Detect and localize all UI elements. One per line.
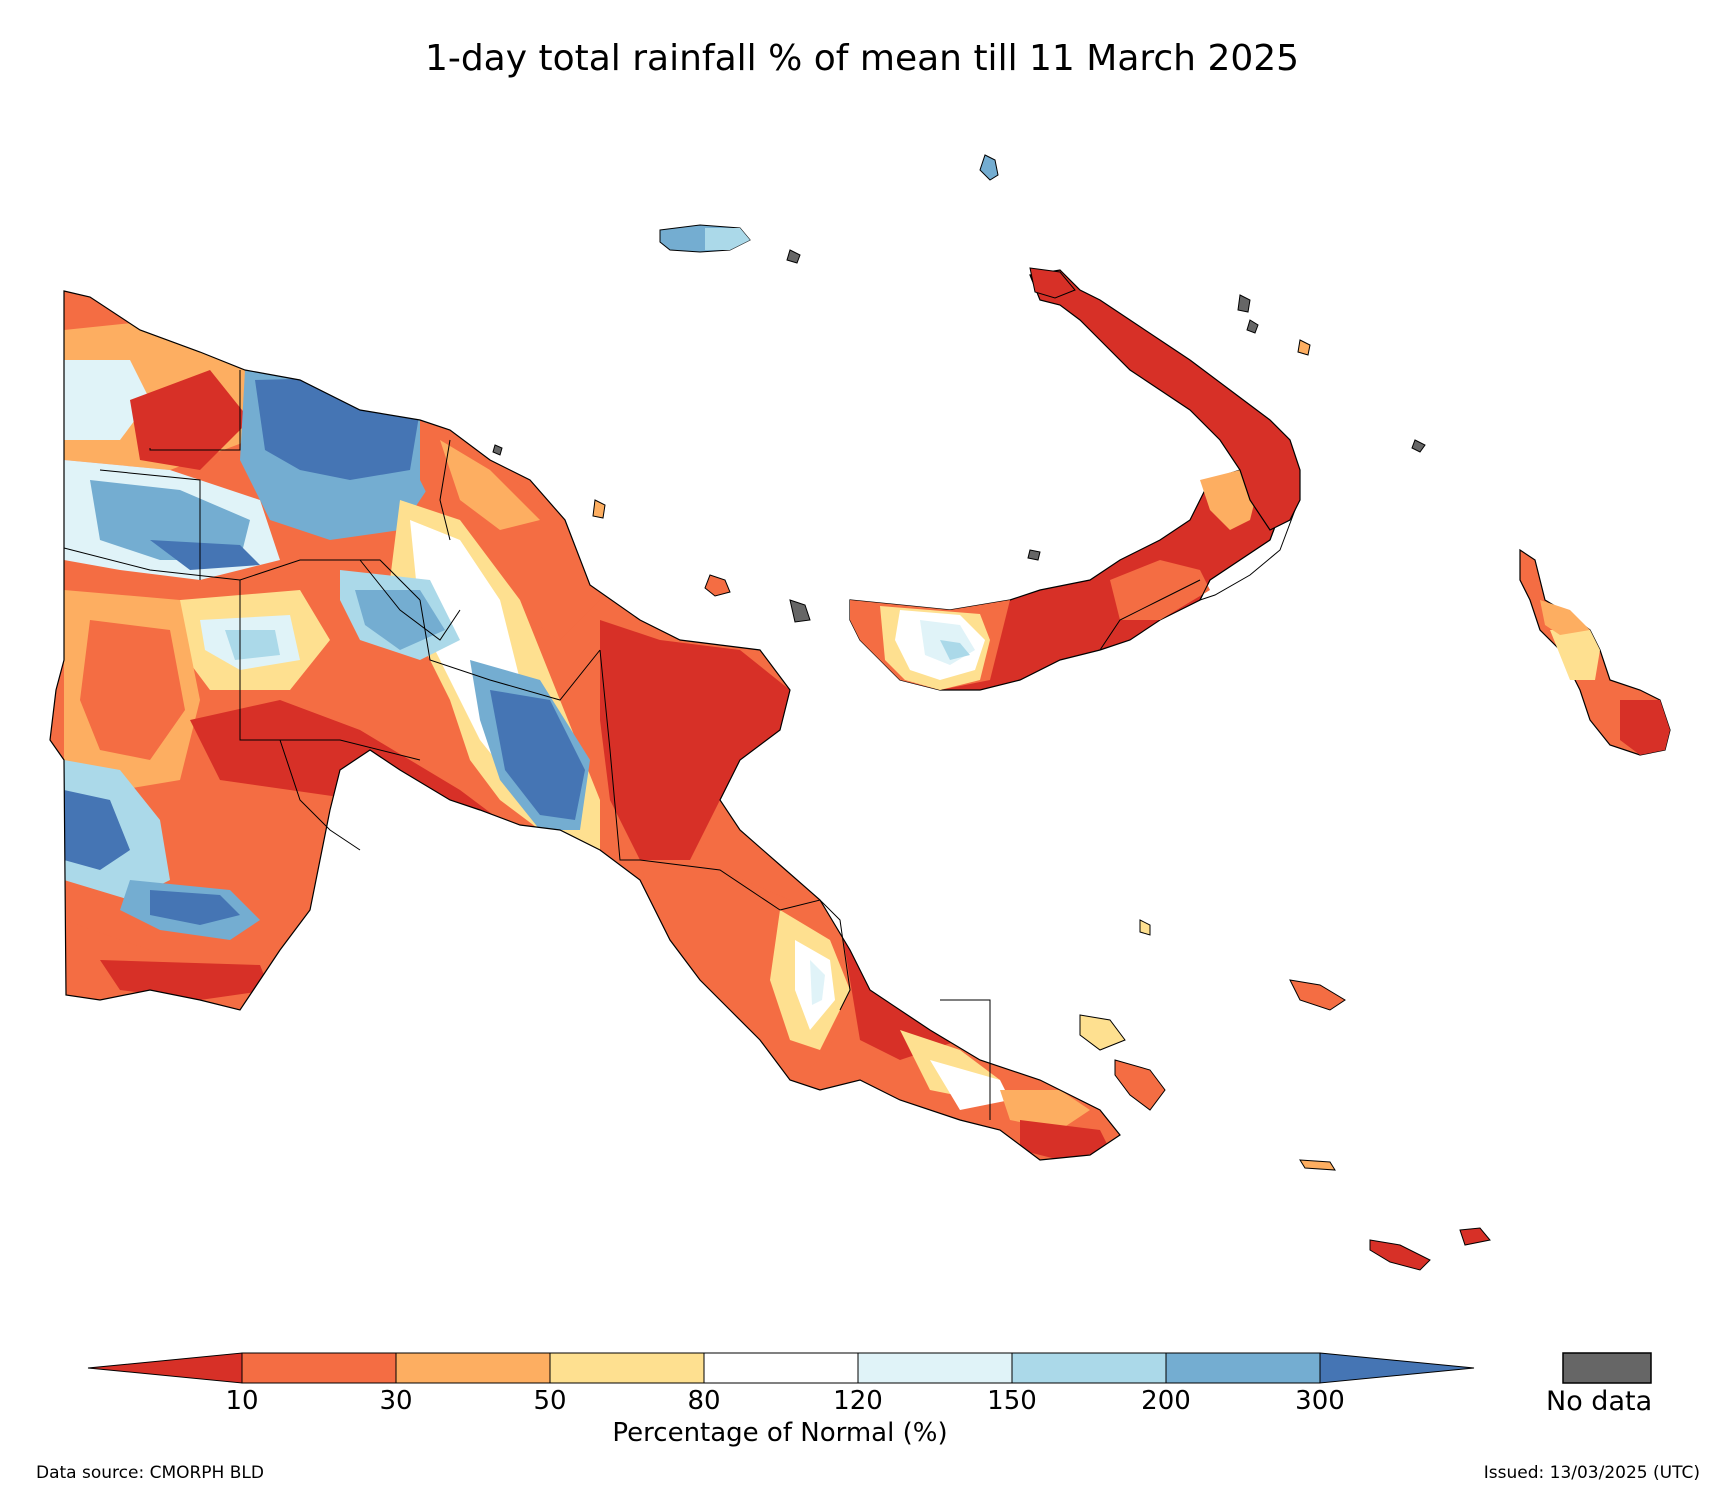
nodata-swatch <box>1562 1352 1652 1384</box>
new-britain <box>849 469 1296 691</box>
colorbar-segment <box>857 1352 1013 1384</box>
colorbar-tick-label: 200 <box>1141 1386 1191 1416</box>
new-ireland <box>1029 269 1301 531</box>
colorbar-segment <box>1165 1352 1321 1384</box>
colorbar-segment <box>87 1352 243 1384</box>
map-title: 1-day total rainfall % of mean till 11 M… <box>424 38 1300 79</box>
colorbar-tick-label: 300 <box>1295 1386 1345 1416</box>
colorbar-tick-label: 150 <box>987 1386 1037 1416</box>
manus-island <box>659 154 999 253</box>
colorbar-tick-label: 30 <box>379 1386 413 1416</box>
colorbar-label: Percentage of Normal (%) <box>612 1418 948 1448</box>
nodata-islands <box>492 249 1426 623</box>
colorbar-tick-label: 50 <box>533 1386 567 1416</box>
bougainville <box>1519 548 1671 756</box>
colorbar-segment <box>1319 1352 1475 1384</box>
colorbar-segment <box>1011 1352 1167 1384</box>
colorbar-segment <box>703 1352 859 1384</box>
colorbar-tick-label: 10 <box>225 1386 259 1416</box>
data-source: Data source: CMORPH BLD <box>36 1463 264 1483</box>
colorbar-tick-label: 120 <box>833 1386 883 1416</box>
colorbar-tick-label: 80 <box>687 1386 721 1416</box>
colorbar-segment <box>395 1352 551 1384</box>
colorbar-segment <box>241 1352 397 1384</box>
nodata-label: No data <box>1546 1386 1653 1417</box>
issued-date: Issued: 13/03/2025 (UTC) <box>1483 1463 1700 1483</box>
province-boundaries <box>63 370 991 1120</box>
minor-islands <box>592 267 1491 1271</box>
colorbar <box>87 1352 1652 1384</box>
colorbar-segment <box>549 1352 705 1384</box>
mainland-png <box>49 290 1121 1161</box>
